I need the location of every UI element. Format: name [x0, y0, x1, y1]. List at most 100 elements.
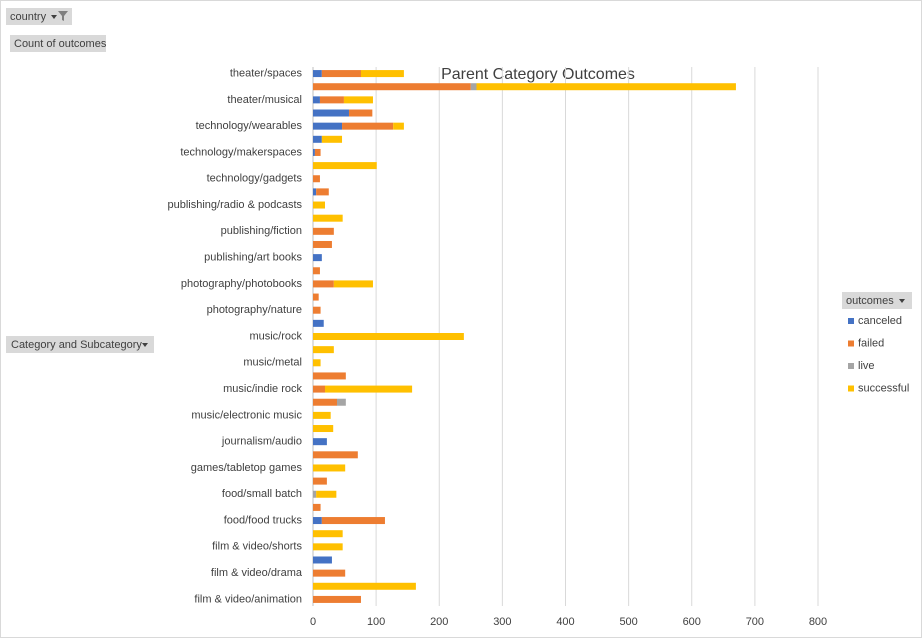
bar-segment	[316, 188, 329, 196]
bar-segment	[313, 280, 334, 288]
bar-segment	[313, 451, 358, 459]
bar-segment	[313, 595, 361, 603]
bar-segment	[313, 517, 322, 525]
bar-segment	[313, 83, 471, 91]
filter-label: country	[10, 11, 47, 23]
bar-segment	[336, 398, 346, 406]
y-tick-label: film & video/drama	[211, 567, 303, 579]
bar-segment	[313, 398, 337, 406]
bar-segment	[313, 319, 324, 327]
bar-segment	[313, 438, 327, 446]
bar-segment	[313, 569, 346, 577]
filter-button[interactable]	[6, 8, 72, 25]
bar-segment	[313, 135, 322, 143]
bar-segment	[313, 214, 343, 222]
dropdown-arrow	[142, 343, 148, 347]
dropdown-arrow	[899, 299, 905, 303]
chart-title: Parent Category Outcomes	[441, 66, 635, 83]
bar-segment	[313, 240, 332, 248]
values-field-label: Count of outcomes	[14, 38, 107, 50]
bar-segment	[343, 96, 373, 104]
bar-segment	[313, 477, 327, 485]
x-tick-label: 200	[430, 616, 448, 628]
bar-segment	[313, 464, 346, 472]
bar-segment	[470, 83, 477, 91]
legend-swatch	[848, 385, 854, 392]
bar-segment	[313, 372, 346, 380]
x-tick-label: 400	[556, 616, 574, 628]
filter-icon	[58, 11, 68, 21]
y-tick-label: technology/wearables	[196, 120, 303, 132]
legend-swatch	[848, 340, 854, 347]
x-tick-label: 600	[683, 616, 701, 628]
y-tick-label: music/indie rock	[223, 383, 302, 395]
y-tick-label: film & video/shorts	[212, 541, 302, 553]
bar-segment	[476, 83, 736, 91]
bar-segment	[393, 122, 404, 130]
y-tick-label: publishing/radio & podcasts	[167, 199, 302, 211]
bar-segment	[342, 122, 394, 130]
bar-segment	[313, 333, 464, 340]
bar-segment	[321, 135, 343, 143]
values-field	[10, 35, 106, 52]
bar-segment	[313, 109, 349, 117]
x-tick-label: 500	[619, 616, 637, 628]
x-tick-label: 0	[310, 616, 316, 628]
y-tick-label: music/rock	[249, 330, 302, 342]
legend-button[interactable]	[842, 292, 912, 309]
axis-field-label: Category and Subcategory	[11, 339, 142, 351]
bar-segment	[313, 503, 321, 511]
bar-segment	[313, 359, 321, 367]
y-tick-label: theater/spaces	[230, 67, 303, 79]
y-tick-label: photography/nature	[207, 304, 302, 316]
bar-segment	[313, 175, 320, 183]
legend-label: failed	[858, 337, 884, 349]
bar-segment	[313, 582, 416, 590]
y-tick-label: theater/musical	[227, 94, 302, 106]
y-tick-label: technology/gadgets	[207, 173, 303, 185]
bar-segment	[324, 385, 413, 393]
bar-segment	[313, 490, 317, 498]
bar-segment	[313, 411, 331, 419]
axis-field-button[interactable]	[6, 336, 154, 353]
y-tick-label: food/small batch	[222, 488, 302, 500]
bar-segment	[313, 148, 315, 156]
bar-segment	[313, 306, 321, 314]
dropdown-arrow	[51, 15, 57, 19]
bar-segment	[313, 122, 343, 130]
y-tick-label: publishing/art books	[204, 252, 302, 264]
y-tick-label: music/metal	[243, 357, 302, 369]
bar-segment	[313, 267, 320, 275]
bar-segment	[321, 70, 361, 78]
y-tick-label: technology/makerspaces	[180, 146, 302, 158]
y-tick-label: food/food trucks	[224, 514, 303, 526]
bar-segment	[313, 425, 334, 433]
y-tick-label: music/electronic music	[191, 409, 302, 421]
legend-label: canceled	[858, 315, 902, 327]
x-tick-label: 700	[746, 616, 764, 628]
bar-segment	[313, 201, 325, 209]
bar-segment	[313, 556, 332, 564]
bar-segment	[313, 346, 334, 354]
y-tick-label: games/tabletop games	[191, 462, 303, 474]
y-tick-label: photography/photobooks	[181, 278, 303, 290]
bar-segment	[313, 162, 377, 170]
bar-segment	[316, 490, 337, 498]
y-tick-label: journalism/audio	[221, 436, 302, 448]
bar-segment	[360, 70, 404, 78]
x-tick-label: 100	[367, 616, 385, 628]
bar-segment	[313, 530, 343, 538]
legend-swatch	[848, 318, 854, 324]
legend-swatch	[848, 363, 854, 369]
bar-segment	[313, 227, 334, 235]
bar-segment	[313, 254, 322, 262]
x-tick-label: 800	[809, 616, 827, 628]
bar-segment	[313, 293, 319, 301]
bar-segment	[348, 109, 373, 117]
y-tick-label: publishing/fiction	[221, 225, 302, 237]
y-tick-label: film & video/animation	[194, 593, 302, 605]
bar-segment	[313, 543, 343, 551]
bar-segment	[314, 148, 321, 156]
